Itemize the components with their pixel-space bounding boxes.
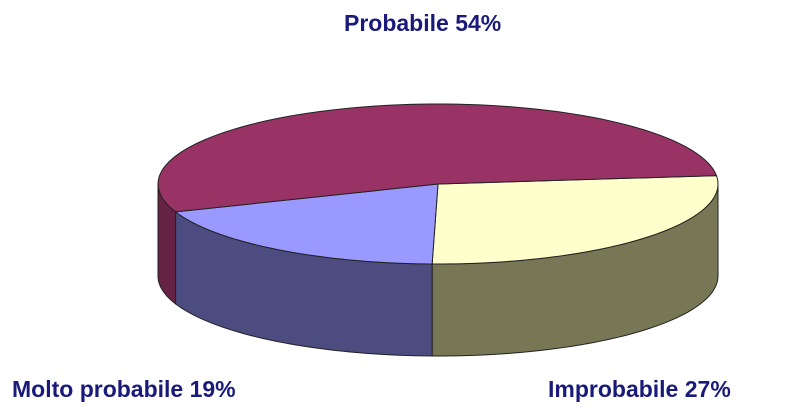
pie-slice-probabile — [157, 103, 718, 213]
pie-slice-molto-probabile — [174, 183, 439, 265]
slice-label-improbabile: Improbabile 27% — [548, 376, 731, 402]
pie-slice-improbabile — [431, 175, 719, 265]
slice-label-probabile: Probabile 54% — [344, 10, 502, 36]
slice-label-molto-probabile: Molto probabile 19% — [12, 376, 236, 402]
